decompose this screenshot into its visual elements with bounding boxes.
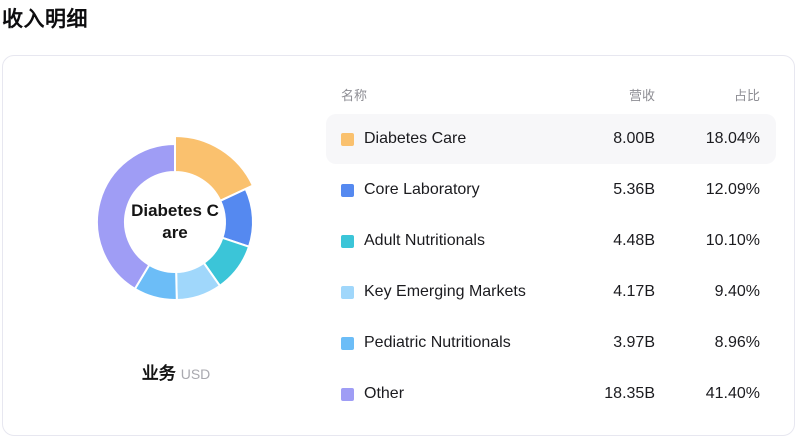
series-color-swatch (341, 183, 354, 197)
table-row[interactable]: Diabetes Care 8.00B 18.04% (326, 114, 776, 164)
cell-revenue: 18.35B (604, 385, 655, 402)
series-color-swatch (341, 387, 354, 401)
table-body: Diabetes Care 8.00B 18.04% Core Laboratory 5… (326, 114, 776, 419)
cell-name: Pediatric Nutritionals (364, 334, 511, 351)
cell-name: Key Emerging Markets (364, 283, 526, 300)
breakdown-table: 名称 营收 占比 Diabetes Care 8.00B 18.04% Core La… (326, 82, 776, 420)
table-row[interactable]: Core Laboratory 5.36B 12.09% (326, 165, 776, 215)
table-header-revenue: 营收 (628, 88, 655, 103)
donut-slice-other[interactable] (95, 143, 176, 290)
cell-name: Diabetes Care (364, 130, 467, 147)
cell-share: 41.40% (705, 385, 760, 402)
donut-slice-diabetes-care[interactable] (174, 135, 254, 202)
donut-chart-panel: Diabetes C are 业务 USD (3, 56, 349, 435)
chart-caption: 业务 USD (3, 359, 349, 384)
dimension-label: 业务 (141, 364, 176, 383)
table-header-share: 占比 (733, 88, 760, 103)
revenue-breakdown-card: Diabetes C are 业务 USD 名称 营收 占比 Diabetes C… (2, 55, 795, 436)
table-row[interactable]: Other 18.35B 41.40% (326, 369, 776, 419)
series-color-swatch (341, 132, 354, 146)
cell-share: 10.10% (705, 232, 760, 249)
cell-revenue: 3.97B (613, 334, 655, 351)
cell-revenue: 8.00B (613, 130, 655, 147)
unit-label: USD (180, 366, 211, 382)
cell-share: 9.40% (714, 283, 760, 300)
cell-revenue: 5.36B (613, 181, 655, 198)
table-row[interactable]: Pediatric Nutritionals 3.97B 8.96% (326, 318, 776, 368)
table-row[interactable]: Key Emerging Markets 4.17B 9.40% (326, 267, 776, 317)
page-title: 收入明细 (2, 8, 88, 31)
series-color-swatch (341, 285, 354, 299)
donut-chart[interactable] (69, 116, 281, 328)
cell-share: 18.04% (705, 130, 760, 147)
cell-name: Other (364, 385, 405, 402)
table-row[interactable]: Adult Nutritionals 4.48B 10.10% (326, 216, 776, 266)
cell-share: 8.96% (714, 334, 760, 351)
cell-share: 12.09% (705, 181, 760, 198)
cell-name: Core Laboratory (364, 181, 480, 198)
cell-revenue: 4.48B (613, 232, 655, 249)
table-header-row: 名称 营收 占比 (326, 82, 776, 107)
series-color-swatch (341, 336, 354, 350)
cell-revenue: 4.17B (613, 283, 655, 300)
table-header-name: 名称 (341, 88, 368, 103)
series-color-swatch (341, 234, 354, 248)
cell-name: Adult Nutritionals (364, 232, 485, 249)
